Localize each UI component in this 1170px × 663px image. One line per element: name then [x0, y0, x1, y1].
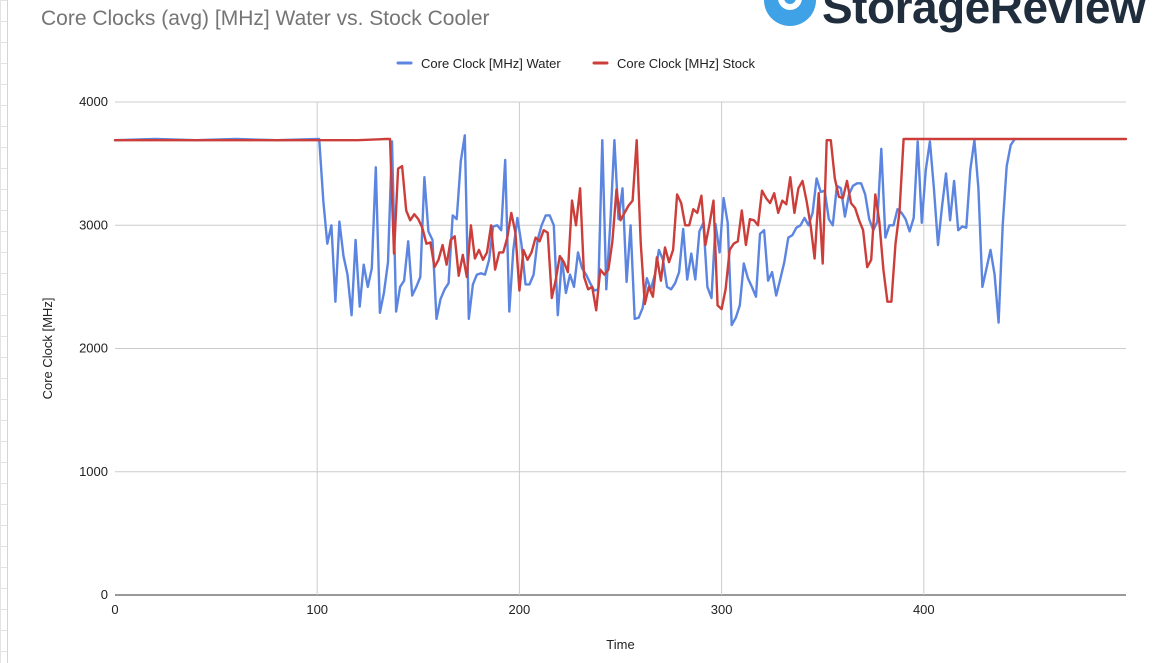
line-chart[interactable]: 0 1000 2000 3000 4000 0 100 200 300 400 Core Cloc… [8, 0, 1170, 663]
y-tick-label: 1000 [79, 464, 108, 479]
brand-watermark: StorageReview [758, 0, 1170, 38]
y-tick-label: 0 [101, 587, 108, 602]
x-tick-label: 0 [111, 602, 118, 617]
series-line-stock[interactable] [113, 137, 1128, 312]
tick-labels: 0 1000 2000 3000 4000 0 100 200 300 400 [79, 94, 935, 617]
series-lines [113, 134, 1128, 327]
legend-label: Core Clock [MHz] Water [421, 56, 561, 71]
x-tick-label: 100 [306, 602, 328, 617]
legend-item-stock[interactable]: Core Clock [MHz] Stock [592, 56, 755, 71]
legend-item-water[interactable]: Core Clock [MHz] Water [396, 56, 561, 71]
x-tick-label: 400 [913, 602, 935, 617]
chart-title: Core Clocks (avg) [MHz] Water vs. Stock … [41, 7, 490, 30]
x-axis-title: Time [606, 637, 634, 652]
gridlines [115, 101, 1126, 596]
legend[interactable]: Core Clock [MHz] Water Core Clock [MHz] S… [396, 56, 755, 71]
chart-card[interactable]: Core Clocks (avg) [MHz] Water vs. Stock … [7, 0, 1170, 663]
y-tick-label: 3000 [79, 217, 108, 232]
y-tick-label: 2000 [79, 341, 108, 356]
y-tick-label: 4000 [79, 94, 108, 109]
x-tick-label: 300 [711, 602, 733, 617]
x-tick-label: 200 [509, 602, 531, 617]
y-axis-title: Core Clock [MHz] [40, 298, 55, 400]
legend-label: Core Clock [MHz] Stock [617, 56, 755, 71]
brand-name: StorageReview [822, 0, 1146, 33]
location-pin-icon [764, 0, 816, 26]
